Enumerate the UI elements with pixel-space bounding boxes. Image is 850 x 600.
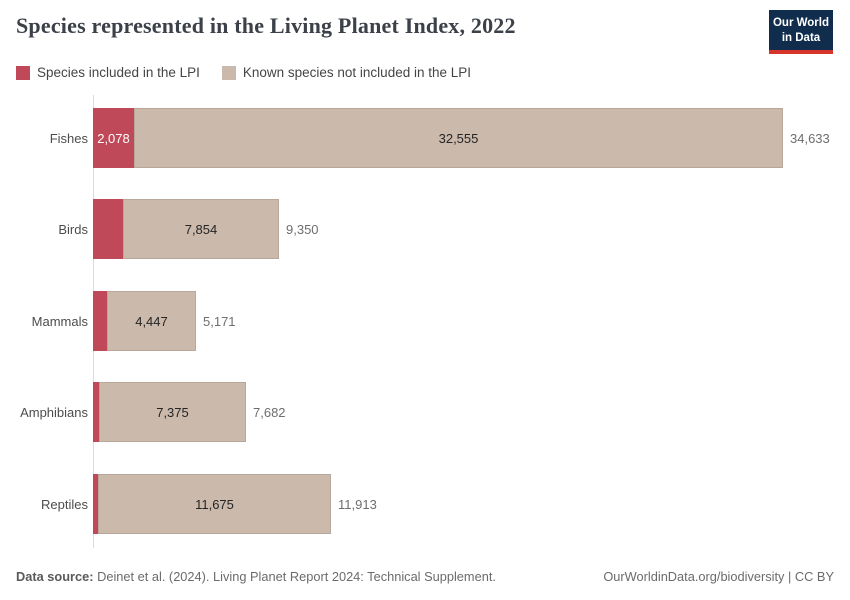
data-source-note: Data source: Deinet et al. (2024). Livin… (16, 569, 496, 585)
bar-segment-included[interactable] (93, 291, 107, 351)
bar-segment-not-included[interactable]: 11,675 (98, 474, 331, 534)
stacked-bar-reptiles: 11,675 (93, 474, 331, 534)
legend-item-included[interactable]: Species included in the LPI (16, 65, 200, 80)
total-value-label: 11,913 (338, 496, 377, 512)
legend-label-included: Species included in the LPI (37, 65, 200, 80)
total-value-label: 7,682 (253, 404, 286, 420)
legend-label-not-included: Known species not included in the LPI (242, 65, 472, 80)
credit-link[interactable]: OurWorldinData.org/biodiversity | CC BY (603, 569, 834, 584)
total-value-label: 34,633 (790, 130, 830, 146)
chart-footer: Data source: Deinet et al. (2024). Livin… (16, 569, 834, 585)
category-label-mammals: Mammals (31, 313, 88, 329)
stacked-bar-mammals: 4,447 (93, 291, 196, 351)
total-value-label: 9,350 (286, 221, 319, 237)
stacked-bar-birds: 7,854 (93, 199, 279, 259)
legend-item-not-included[interactable]: Known species not included in the LPI (221, 65, 472, 80)
category-label-amphibians: Amphibians (20, 404, 88, 420)
bar-segment-not-included[interactable]: 32,555 (134, 108, 783, 168)
bar-segment-not-included[interactable]: 4,447 (107, 291, 196, 351)
chart-area: Fishes 2,078 32,555 34,633 Birds 7,854 9,350 Ma… (16, 95, 834, 548)
total-value-label: 5,171 (203, 313, 236, 329)
bar-segment-included[interactable] (93, 199, 123, 259)
stacked-bar-fishes: 2,078 32,555 (93, 108, 783, 168)
data-source-text: Deinet et al. (2024). Living Planet Repo… (93, 569, 496, 584)
bar-segment-not-included[interactable]: 7,375 (99, 382, 246, 442)
bar-row-birds: Birds 7,854 9,350 (16, 199, 834, 259)
bar-segment-included[interactable] (93, 474, 98, 534)
bar-segment-included[interactable] (93, 382, 99, 442)
bar-segment-included[interactable]: 2,078 (93, 108, 134, 168)
stacked-bar-amphibians: 7,375 (93, 382, 246, 442)
owid-logo[interactable]: Our World in Data (769, 10, 833, 55)
category-label-reptiles: Reptiles (41, 496, 88, 512)
legend-swatch-included-icon (16, 65, 30, 80)
bar-row-amphibians: Amphibians 7,375 7,682 (16, 382, 834, 442)
owid-logo-line1: Our World (772, 17, 829, 29)
bar-row-fishes: Fishes 2,078 32,555 34,633 (16, 108, 834, 168)
category-label-birds: Birds (58, 221, 88, 237)
page-title: Species represented in the Living Planet… (16, 13, 516, 38)
legend-swatch-not-included-icon (221, 65, 236, 80)
bar-row-mammals: Mammals 4,447 5,171 (16, 291, 834, 351)
data-source-label: Data source: (16, 569, 94, 584)
bar-segment-not-included[interactable]: 7,854 (123, 199, 279, 259)
owid-logo-line2: in Data (781, 31, 821, 44)
category-label-fishes: Fishes (49, 130, 88, 146)
legend: Species included in the LPI Known specie… (16, 65, 471, 80)
bar-row-reptiles: Reptiles 11,675 11,913 (16, 474, 834, 534)
